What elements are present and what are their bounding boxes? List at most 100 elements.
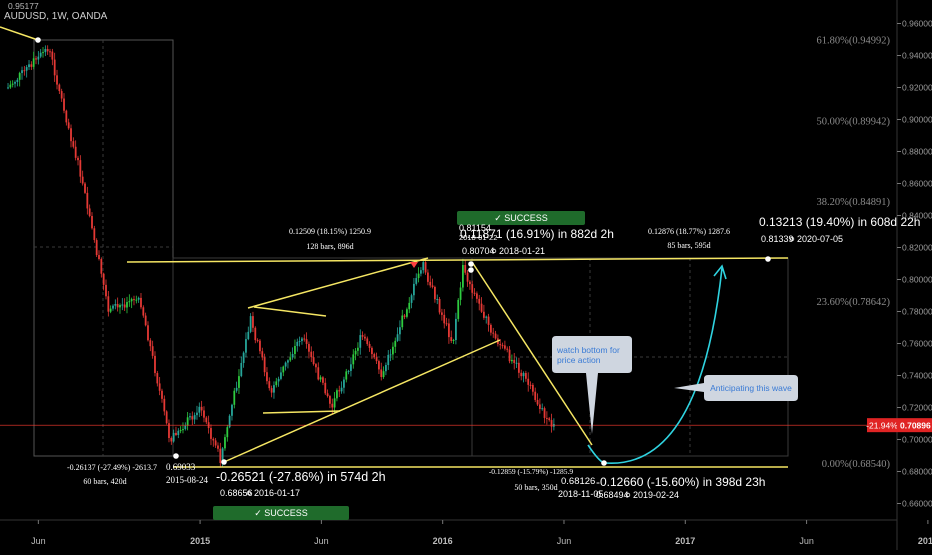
candle-body [247, 331, 250, 340]
right-measure-sub: 85 bars, 595d [667, 241, 710, 250]
candle-body [291, 353, 294, 358]
candle-body [296, 341, 299, 346]
y-tick-label: 0.88000 [902, 147, 932, 157]
candle-body [37, 56, 40, 60]
peak-2018-main: 0.11871 (16.91%) in 882d 2h [460, 227, 614, 241]
candle-body [343, 379, 345, 388]
candle-body [25, 67, 28, 71]
left-measure-main: -0.26137 (-27.49%) -2613.7 [67, 463, 157, 472]
candle-body [475, 293, 478, 299]
fib-level-label: 0.00%(0.68540) [822, 459, 891, 470]
pivot-marker [468, 267, 474, 273]
candle-body [275, 381, 278, 386]
candle-body [238, 376, 240, 388]
drop-measure-sub: 50 bars, 350d [514, 483, 557, 492]
target-date: 2020-07-05 [797, 234, 843, 244]
candle-body [457, 299, 460, 319]
candle-body [396, 334, 399, 341]
candle-body [529, 384, 532, 386]
right-measure-main: 0.12876 (18.77%) 1287.6 [648, 227, 730, 236]
x-tick-label: Jun [31, 536, 46, 546]
candle-body [231, 404, 233, 416]
candle-body [489, 324, 492, 333]
x-tick-label: 2016 [433, 536, 453, 546]
candle-body [445, 323, 448, 325]
candle-body [520, 372, 523, 377]
peak-2018-date2: 2018-01-21 [499, 246, 545, 256]
candle-body [175, 432, 177, 435]
candle-body [212, 438, 215, 441]
candle-body [100, 259, 103, 274]
pivot-marker [765, 256, 771, 262]
candle-body [221, 448, 224, 463]
candle-body [63, 98, 65, 111]
candle-body [352, 354, 355, 365]
candle-body [245, 339, 247, 353]
candle-body [270, 388, 273, 393]
candle-body [319, 377, 322, 380]
candle-body [140, 297, 142, 308]
candle-body [119, 305, 121, 308]
candle-body [480, 303, 483, 312]
candle-body [522, 373, 525, 377]
candle-body [550, 420, 553, 427]
candle-body [424, 262, 427, 273]
candle-body [485, 316, 488, 318]
candle-body [121, 304, 124, 306]
drop-date: 2018-11-05 [558, 489, 603, 499]
y-tick-label: 0.86000 [902, 179, 932, 189]
candle-body [499, 344, 502, 346]
candle-body [165, 411, 168, 424]
candle-body [161, 390, 163, 399]
candle-body [217, 445, 219, 449]
candle-body [284, 362, 287, 367]
candle-body [226, 427, 229, 438]
y-tick-label: 0.74000 [902, 371, 932, 381]
candle-body [301, 338, 303, 342]
candle-body [464, 265, 467, 273]
candle-body [172, 432, 175, 442]
candle-body [305, 339, 308, 344]
candle-body [95, 240, 98, 256]
pivot-marker [173, 453, 179, 459]
candle-body [329, 396, 331, 404]
candle-body [308, 343, 310, 352]
candle-body [394, 340, 397, 347]
candle-body [259, 340, 261, 352]
candle-body [417, 273, 420, 279]
candle-body [438, 299, 441, 313]
candle-body [324, 382, 327, 394]
candle-body [116, 303, 119, 308]
channel-lower-line [223, 339, 501, 463]
projection-sep [625, 492, 631, 498]
candle-body [294, 345, 296, 354]
candle-body [168, 423, 170, 438]
current-price-tag [897, 418, 932, 433]
success-badge-top [457, 211, 585, 225]
drop-measure-main: -0.12859 (-15.79%) -1285.9 [489, 467, 574, 476]
candle-body [88, 208, 91, 217]
candle-body [366, 338, 369, 344]
candle-body [455, 318, 457, 341]
candle-body [448, 323, 450, 338]
candle-body [256, 340, 259, 342]
candle-body [466, 272, 469, 282]
candle-body [538, 404, 541, 409]
candle-body [79, 160, 82, 177]
candle-body [84, 183, 86, 193]
callout-bottom-box [552, 336, 632, 434]
candle-body [53, 59, 56, 76]
symbol-title: AUDUSD, 1W, OANDA [4, 11, 108, 22]
current-change-tag [867, 418, 897, 433]
candle-body [350, 364, 352, 371]
candle-body [114, 303, 117, 306]
projection-wave [587, 267, 723, 464]
candle-body [506, 348, 509, 350]
candle-body [468, 281, 471, 285]
candle-body [102, 273, 105, 285]
candle-body [51, 51, 54, 60]
resistance-line [126, 257, 789, 263]
candle-body [347, 370, 350, 372]
candle-body [261, 351, 264, 358]
